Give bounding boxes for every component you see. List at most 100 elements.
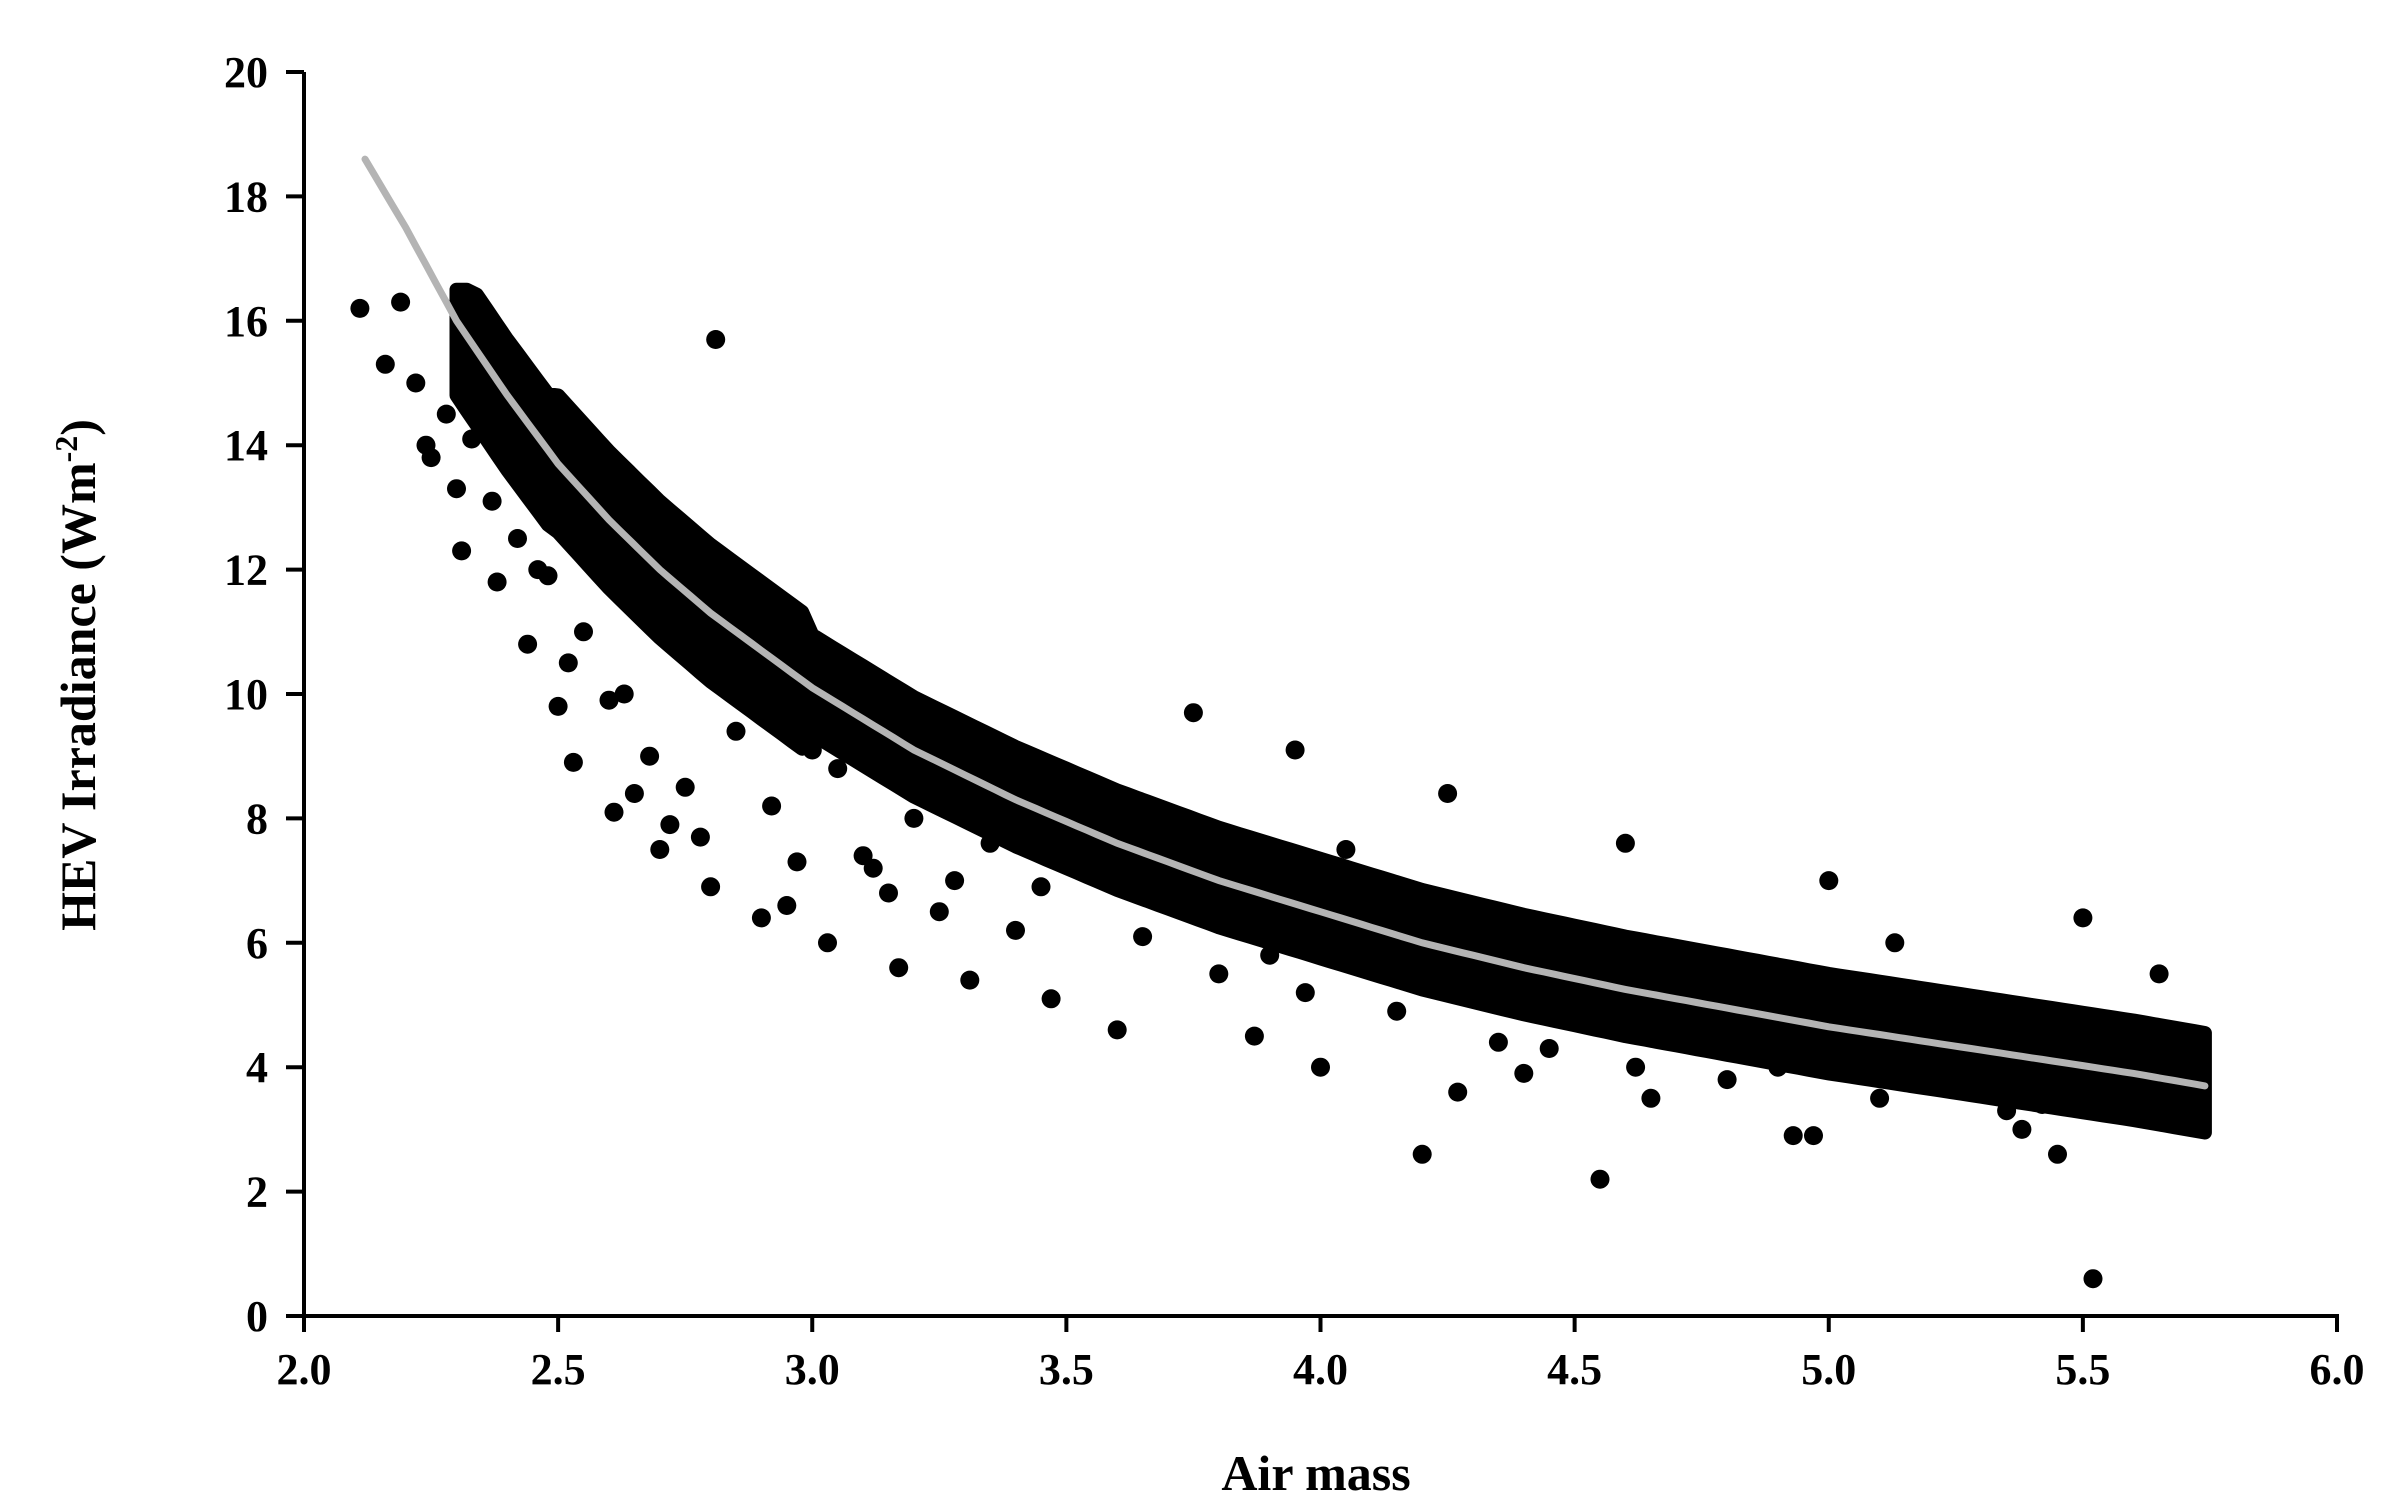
y-axis-label-main: HEV Irradiance (Wm — [50, 462, 106, 930]
data-point — [1209, 964, 1229, 984]
y-tick-label: 18 — [224, 172, 268, 221]
data-point — [2073, 908, 2093, 928]
data-point — [2149, 964, 2169, 984]
data-point — [599, 690, 619, 710]
y-axis-label: HEV Irradiance (Wm-2) — [48, 419, 106, 931]
data-point — [497, 417, 517, 436]
y-tick-label: 2 — [246, 1168, 268, 1217]
data-point — [2048, 1144, 2067, 1164]
data-point — [1997, 1101, 2017, 1121]
scatter-points — [350, 292, 2210, 1289]
data-point — [574, 622, 593, 642]
data-point — [879, 883, 898, 903]
data-point — [1539, 1039, 1559, 1058]
y-tick-label: 0 — [246, 1292, 268, 1341]
y-tick-label: 14 — [224, 421, 268, 470]
data-point — [787, 852, 807, 872]
data-point — [889, 958, 909, 978]
data-point — [1615, 833, 1635, 853]
x-tick-label: 6.0 — [2310, 1345, 2365, 1394]
data-point — [391, 292, 411, 312]
data-point — [1804, 1126, 1823, 1146]
x-tick-label: 3.5 — [1039, 1345, 1094, 1394]
x-axis-ticks: 2.0 2.5 3.0 3.5 4.0 4.5 5.0 5.5 6.0 — [277, 1316, 2365, 1394]
data-point — [741, 678, 761, 698]
data-point — [751, 908, 771, 928]
data-point — [1590, 1169, 1610, 1189]
data-point — [1311, 1057, 1330, 1077]
data-point — [1031, 877, 1051, 897]
data-point — [690, 827, 710, 847]
y-axis-label-close: ) — [50, 419, 106, 436]
data-point — [2032, 1095, 2052, 1114]
data-point — [1183, 703, 1203, 723]
data-point — [548, 696, 568, 716]
data-point — [929, 902, 949, 922]
data-point — [1006, 920, 1025, 940]
data-point — [1768, 1057, 1788, 1077]
data-point — [604, 802, 624, 822]
x-tick-label: 3.0 — [785, 1345, 840, 1394]
data-point — [1870, 1088, 1890, 1108]
data-point — [1387, 1001, 1407, 1021]
data-point — [2098, 1101, 2118, 1121]
data-point — [614, 684, 634, 704]
data-point — [706, 330, 726, 349]
y-tick-label: 8 — [246, 794, 268, 843]
data-point — [1244, 1026, 1264, 1046]
data-point — [563, 752, 583, 772]
data-point — [1692, 1020, 1712, 1040]
data-point — [447, 479, 466, 499]
x-tick-label: 5.0 — [1801, 1345, 1856, 1394]
data-point — [508, 529, 527, 548]
y-tick-label: 10 — [224, 670, 268, 719]
y-tick-label: 4 — [246, 1043, 268, 1092]
data-point — [2124, 1051, 2144, 1071]
data-point — [777, 896, 797, 915]
data-point — [375, 354, 395, 374]
y-axis-ticks: 0 2 4 6 8 10 12 14 16 18 20 — [224, 48, 304, 1341]
data-point — [1514, 1063, 1534, 1083]
data-point — [462, 429, 482, 449]
data-point — [945, 871, 965, 891]
y-tick-label: 12 — [224, 546, 268, 595]
data-point — [1920, 1051, 1940, 1071]
data-point — [701, 877, 721, 897]
y-axis-label-superscript: -2 — [48, 436, 84, 463]
data-point — [1234, 914, 1254, 934]
fit-curve — [361, 155, 2209, 1090]
data-point — [863, 858, 883, 878]
data-point — [1641, 1088, 1661, 1108]
data-point — [1463, 908, 1483, 928]
data-point — [2012, 1119, 2032, 1139]
data-point — [1844, 1032, 1864, 1052]
data-point — [436, 404, 456, 424]
x-tick-label: 2.5 — [531, 1345, 586, 1394]
data-point — [482, 491, 502, 511]
data-point — [1285, 740, 1305, 760]
data-point — [584, 547, 604, 567]
data-point — [802, 740, 822, 760]
data-point — [675, 777, 695, 797]
data-point — [538, 566, 558, 586]
data-point — [1412, 1144, 1432, 1164]
data-point — [1295, 983, 1315, 1003]
data-point — [1041, 989, 1061, 1009]
dense-data-band — [449, 282, 2212, 1140]
data-point — [1336, 840, 1356, 859]
data-point — [1107, 1020, 1127, 1040]
y-tick-label: 20 — [224, 48, 268, 97]
data-point — [558, 653, 578, 673]
data-point — [818, 933, 837, 953]
data-point — [650, 840, 670, 859]
data-point — [726, 721, 746, 741]
data-point — [1488, 1032, 1508, 1052]
data-point — [762, 796, 782, 816]
data-point — [2083, 1269, 2103, 1289]
data-point — [960, 970, 980, 990]
data-point — [1717, 1070, 1737, 1090]
data-point — [1158, 889, 1178, 909]
data-point — [624, 784, 644, 803]
data-point — [1133, 927, 1153, 947]
